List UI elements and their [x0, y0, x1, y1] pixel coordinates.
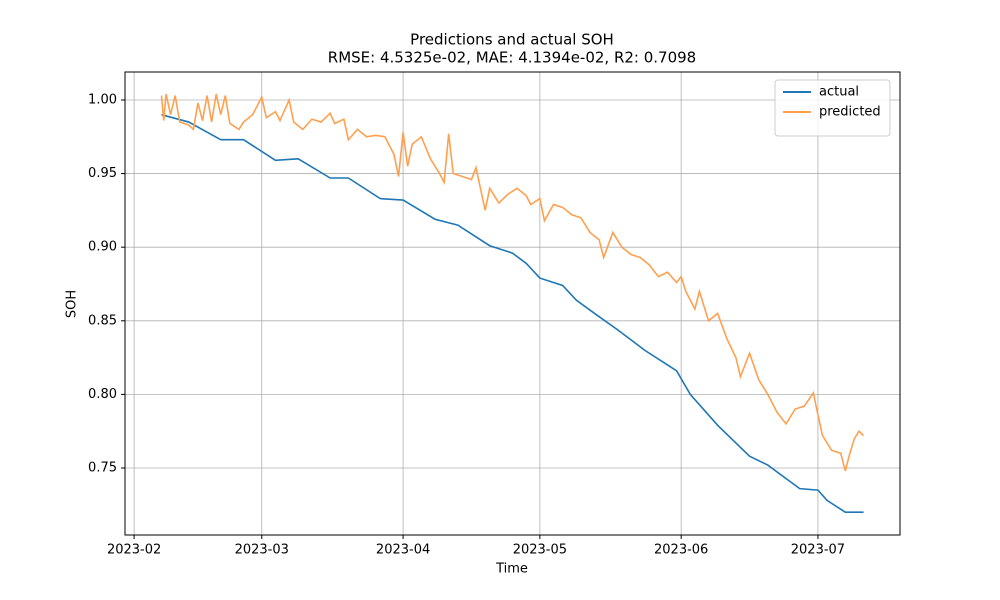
- y-tick-label: 0.85: [88, 313, 117, 328]
- plot-frame: [124, 71, 901, 536]
- x-tick-label: 2023-03: [235, 543, 289, 558]
- chart-subtitle: RMSE: 4.5325e-02, MAE: 4.1394e-02, R2: 0…: [328, 49, 696, 67]
- x-tick-label: 2023-04: [376, 543, 430, 558]
- x-tick-label: 2023-07: [791, 543, 845, 558]
- y-axis-label: SOH: [65, 290, 80, 318]
- x-tick-label: 2023-02: [107, 543, 161, 558]
- legend-box: [774, 79, 891, 137]
- y-tick-label: 1.00: [88, 92, 117, 107]
- legend-label: predicted: [819, 105, 881, 120]
- legend-label: actual: [819, 85, 859, 100]
- x-tick-label: 2023-05: [513, 543, 567, 558]
- line-actual: [161, 113, 864, 513]
- y-tick-label: 0.95: [88, 166, 117, 181]
- line-predicted: [160, 93, 865, 472]
- y-tick-label: 0.90: [88, 240, 117, 255]
- y-tick-label: 0.75: [88, 461, 117, 476]
- y-tick-label: 0.80: [88, 387, 117, 402]
- x-axis-label: Time: [495, 562, 528, 577]
- chart-title: Predictions and actual SOH: [410, 31, 614, 49]
- legend: actual predicted: [774, 79, 891, 137]
- x-tick-label: 2023-06: [654, 543, 708, 558]
